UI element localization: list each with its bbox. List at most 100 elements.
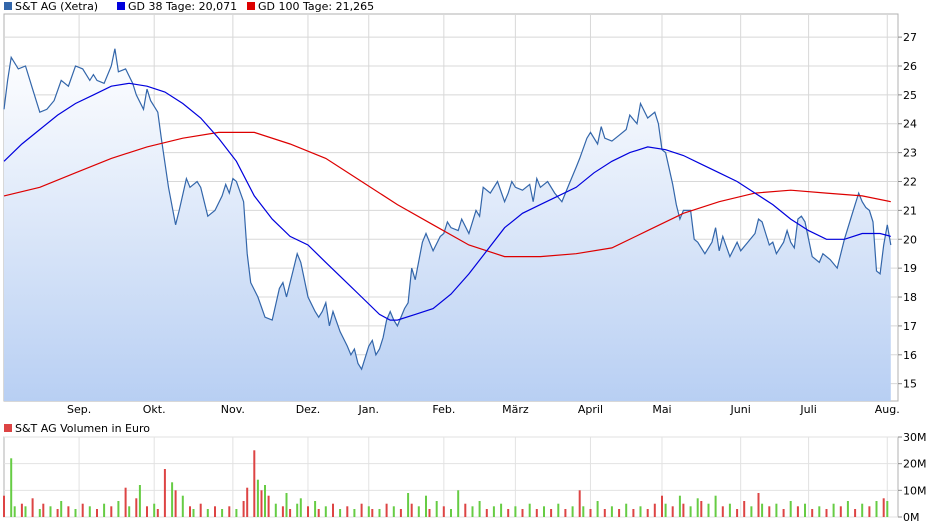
volume-bar <box>618 509 621 517</box>
volume-bar <box>507 509 510 517</box>
price-y-tick-label: 24 <box>903 118 917 131</box>
volume-bar <box>181 495 184 517</box>
volume-bar <box>174 490 177 517</box>
volume-bar <box>689 506 692 517</box>
price-line <box>3 48 892 371</box>
volume-bar <box>206 509 209 517</box>
x-tick-label: Sep. <box>67 403 91 416</box>
volume-bar <box>492 506 495 517</box>
volume-bar <box>153 503 156 517</box>
volume-bar <box>110 506 113 517</box>
price-y-tick-label: 17 <box>903 320 917 333</box>
volume-bar <box>163 469 166 517</box>
volume-bar <box>721 506 724 517</box>
volume-bar <box>471 506 474 517</box>
volume-bar <box>578 490 581 517</box>
volume-bar <box>450 509 452 517</box>
volume-bar <box>768 506 771 517</box>
volume-bar <box>296 503 299 517</box>
volume-bar <box>646 509 649 517</box>
volume-bar <box>285 493 288 517</box>
volume-bar <box>314 501 317 517</box>
volume-bar <box>67 506 70 517</box>
volume-bar <box>664 503 667 517</box>
volume-bar <box>782 509 785 517</box>
volume-bar <box>761 503 764 517</box>
price-y-axis: 15 16 17 18 19 20 21 22 23 24 25 26 27 <box>898 31 917 391</box>
volume-bar <box>317 509 320 517</box>
volume-bar <box>289 509 292 517</box>
volume-bar <box>38 509 41 517</box>
price-y-tick-label: 18 <box>903 291 917 304</box>
volume-bar <box>146 506 148 517</box>
volume-bar <box>399 509 402 517</box>
volume-bar <box>96 509 98 517</box>
volume-bar <box>728 503 731 517</box>
price-y-tick-label: 22 <box>903 176 917 189</box>
gd38-line <box>3 82 891 321</box>
volume-bar <box>514 506 517 517</box>
x-tick-label: Feb. <box>432 403 455 416</box>
x-tick-label: Dez. <box>296 403 321 416</box>
volume-bar <box>256 479 259 517</box>
legend-label-volume: S&T AG Volumen in Euro <box>15 422 150 435</box>
volume-bar <box>435 501 438 517</box>
volume-bar <box>221 509 224 517</box>
volume-y-tick-label: 0M <box>903 511 920 524</box>
volume-bar <box>42 503 45 517</box>
volume-bar <box>88 506 91 517</box>
volume-bar <box>10 458 13 517</box>
volume-bar <box>242 501 245 517</box>
volume-bar <box>464 503 467 517</box>
volume-plot-frame <box>3 436 899 518</box>
volume-bar <box>299 498 302 517</box>
volume-bar <box>832 503 835 517</box>
volume-bar <box>214 506 216 517</box>
volume-bar <box>736 509 739 517</box>
volume-bar <box>3 495 5 517</box>
volume-bar <box>632 509 635 517</box>
volume-bar <box>653 503 656 517</box>
price-y-tick-label: 19 <box>903 262 917 275</box>
gd100-line <box>3 131 891 258</box>
volume-bar <box>20 503 23 517</box>
volume-bar <box>571 506 574 517</box>
volume-y-tick-label: 30M <box>903 431 927 444</box>
volume-bar <box>603 509 606 517</box>
volume-bar <box>360 503 363 517</box>
price-y-tick-label: 21 <box>903 204 917 217</box>
volume-bar <box>757 493 760 517</box>
x-tick-label: Juli <box>799 403 816 416</box>
volume-bar <box>264 485 266 517</box>
volume-bar <box>596 501 599 517</box>
volume-bar <box>339 509 342 517</box>
x-tick-label: März <box>502 403 529 416</box>
volume-bar <box>267 495 270 517</box>
volume-bar <box>886 501 889 517</box>
volume-bar <box>417 506 420 517</box>
volume-bar <box>346 506 349 517</box>
volume-bar <box>625 503 628 517</box>
volume-bar <box>49 506 52 517</box>
x-tick-label: Nov. <box>221 403 245 416</box>
volume-bar <box>332 503 334 517</box>
x-tick-label: Jan. <box>358 403 379 416</box>
volume-bar <box>392 506 395 517</box>
volume-bar <box>750 506 753 517</box>
volume-bar <box>246 487 249 517</box>
price-area <box>4 48 891 401</box>
volume-bar <box>324 506 327 517</box>
volume-bar <box>13 506 16 517</box>
price-y-tick-label: 26 <box>903 60 917 73</box>
volume-bar <box>410 503 413 517</box>
volume-bar <box>811 509 814 517</box>
price-y-tick-label: 15 <box>903 378 917 391</box>
price-y-tick-label: 20 <box>903 233 917 246</box>
volume-bar <box>307 506 309 517</box>
legend-label-gd100: GD 100 Tage: 21,265 <box>258 0 374 13</box>
volume-bar <box>189 506 191 517</box>
volume-bar <box>281 506 284 517</box>
volume-bar <box>839 506 842 517</box>
